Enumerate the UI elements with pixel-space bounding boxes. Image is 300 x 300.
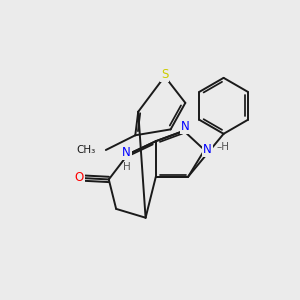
Text: S: S xyxy=(161,68,168,81)
Text: N: N xyxy=(122,146,131,159)
Text: N: N xyxy=(203,143,212,157)
Text: CH₃: CH₃ xyxy=(76,145,95,155)
Text: H: H xyxy=(123,162,130,172)
Text: O: O xyxy=(75,172,84,184)
Text: N: N xyxy=(181,120,190,133)
Text: –H: –H xyxy=(216,142,229,152)
